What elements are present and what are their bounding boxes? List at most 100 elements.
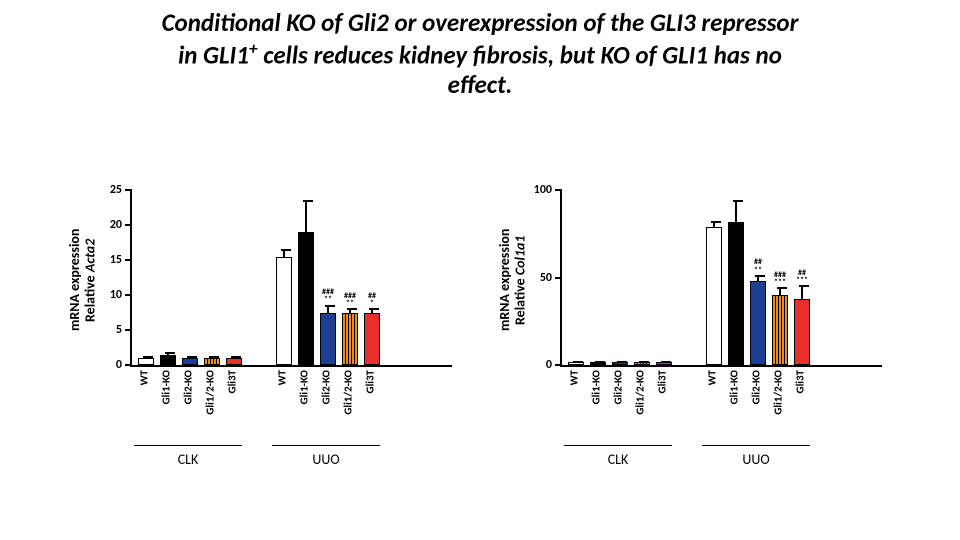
error-bar <box>327 306 329 313</box>
charts-row: Relative Acta2 mRNA expression 051015202… <box>90 190 900 500</box>
bar <box>612 362 628 365</box>
bar-fill <box>342 313 358 366</box>
error-bar <box>145 357 147 358</box>
y-tick <box>555 277 562 279</box>
condition-label: CLK <box>136 451 240 468</box>
condition-underline <box>702 445 810 446</box>
chart-col1a1: Relative Col1a1 mRNA expression 050100##… <box>520 190 900 490</box>
x-tick-label: WT <box>276 370 289 385</box>
y-tick <box>555 189 562 191</box>
y-tick-label: 10 <box>110 288 122 302</box>
condition-underline <box>272 445 380 446</box>
title-line-2: in GLI1+ cells reduces kidney fibrosis, … <box>60 38 900 70</box>
ylabel-right-row1-pre: Relative <box>512 275 529 325</box>
bar: ###*** <box>772 295 788 365</box>
y-tick <box>555 364 562 366</box>
bar <box>204 358 220 365</box>
bar <box>656 362 672 365</box>
error-bar <box>779 288 781 295</box>
bar <box>138 358 154 365</box>
x-tick-label: Gli3T <box>794 370 807 393</box>
error-bar <box>189 357 191 358</box>
title-line-2-post: cells reduces kidney fibrosis, but KO of… <box>258 39 782 70</box>
bar <box>160 355 176 365</box>
significance-marker: ##** <box>754 259 762 273</box>
title-line-1: Conditional KO of Gli2 or overexpression… <box>60 8 900 38</box>
bar-fill <box>364 313 380 365</box>
y-tick <box>125 294 132 296</box>
error-bar <box>663 362 665 363</box>
bar <box>728 222 744 366</box>
x-tick-label: Gli2-KO <box>612 370 625 404</box>
bar <box>298 232 314 365</box>
bar-fill <box>590 362 606 365</box>
error-bar <box>167 353 169 355</box>
x-labels-left: WTGli1-KOGli2-KOGli1/2-KOGli3TWTGli1-KOG… <box>130 370 450 440</box>
x-tick-label: Gli3T <box>656 370 669 393</box>
bar-fill <box>160 355 176 365</box>
bar-fill <box>204 358 220 365</box>
bar-fill <box>706 227 722 365</box>
x-tick-label: Gli1/2-KO <box>634 370 647 415</box>
ylabel-right-row1-em: Col1a1 <box>512 235 529 275</box>
slide-title: Conditional KO of Gli2 or overexpression… <box>0 8 960 100</box>
significance-marker: ##*** <box>796 270 808 284</box>
y-tick-label: 25 <box>110 183 122 197</box>
y-tick-label: 50 <box>540 271 552 285</box>
significance-marker: ###*** <box>774 272 786 286</box>
y-tick-label: 0 <box>116 358 122 372</box>
title-line-3: effect. <box>60 70 900 100</box>
error-bar <box>575 362 577 363</box>
bar <box>276 257 292 366</box>
x-tick-label: Gli3T <box>364 370 377 393</box>
bar <box>634 362 650 365</box>
bar-fill <box>772 295 788 365</box>
x-labels-right: WTGli1-KOGli2-KOGli1/2-KOGli3TWTGli1-KOG… <box>560 370 880 440</box>
bar <box>568 362 584 365</box>
plot-col1a1: 050100##**###***##*** <box>560 190 882 367</box>
bar-fill <box>182 358 198 365</box>
bar-fill <box>226 358 242 365</box>
y-tick <box>125 224 132 226</box>
x-tick-label: Gli1/2-KO <box>342 370 355 415</box>
y-tick <box>125 364 132 366</box>
x-tick-label: Gli1-KO <box>298 370 311 404</box>
bar-fill <box>728 222 744 366</box>
bar-fill <box>568 362 584 365</box>
error-bar <box>801 286 803 298</box>
error-bar <box>641 362 643 363</box>
x-tick-label: WT <box>568 370 581 385</box>
bar-fill <box>276 257 292 366</box>
x-tick-label: WT <box>706 370 719 385</box>
error-bar <box>371 309 373 313</box>
condition-underline <box>134 445 242 446</box>
significance-marker: ###** <box>322 289 334 303</box>
x-tick-label: Gli1-KO <box>728 370 741 404</box>
ylabel-left-row1-em: Acta2 <box>82 238 99 271</box>
bar: ##** <box>750 281 766 365</box>
title-line-2-pre: in GLI1 <box>178 39 249 70</box>
bar-fill <box>794 299 810 366</box>
bar: ##*** <box>794 299 810 366</box>
y-tick-label: 20 <box>110 218 122 232</box>
x-tick-label: Gli3T <box>226 370 239 393</box>
error-bar <box>283 250 285 257</box>
title-line-2-sup: + <box>249 37 258 59</box>
y-tick-label: 15 <box>110 253 122 267</box>
y-axis-label-right: Relative Col1a1 mRNA expression <box>508 190 528 370</box>
y-axis-label-left: Relative Acta2 mRNA expression <box>78 190 98 370</box>
error-bar <box>619 362 621 363</box>
bar-fill <box>320 313 336 366</box>
x-tick-label: Gli2-KO <box>750 370 763 404</box>
y-tick <box>125 329 132 331</box>
bar <box>226 358 242 365</box>
ylabel-left-row2: mRNA expression <box>67 190 82 370</box>
y-tick <box>125 259 132 261</box>
error-bar <box>233 357 235 358</box>
x-tick-label: WT <box>138 370 151 385</box>
error-bar <box>305 201 307 233</box>
y-tick-label: 0 <box>546 358 552 372</box>
error-bar <box>349 309 351 313</box>
x-tick-label: Gli2-KO <box>182 370 195 404</box>
significance-marker: ###** <box>344 293 356 307</box>
